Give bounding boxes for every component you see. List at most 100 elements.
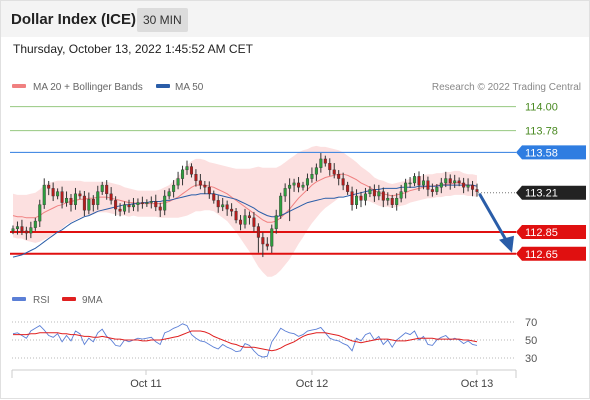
candle-body <box>301 184 305 188</box>
timeframe-badge[interactable]: 30 MIN <box>137 8 188 32</box>
candle-body <box>123 204 127 212</box>
candle-body <box>457 180 461 184</box>
candle-body <box>149 201 153 203</box>
candle-body <box>78 193 82 197</box>
candle-body <box>346 184 350 192</box>
price-badge-5 <box>516 246 586 261</box>
candle-body <box>314 167 318 175</box>
candle-body <box>109 193 113 201</box>
chart-timestamp: Thursday, October 13, 2022 1:45:52 AM CE… <box>13 42 253 56</box>
candle-body <box>176 178 180 186</box>
candle-body <box>256 226 260 238</box>
time-tick-label-2: Oct 13 <box>461 378 493 390</box>
candle-body <box>172 184 176 192</box>
price-badge-3 <box>516 185 586 200</box>
candle-body <box>247 215 251 219</box>
candle-body <box>430 189 434 192</box>
candle-body <box>20 226 24 232</box>
price-label-0: 114.00 <box>525 102 558 114</box>
projection-arrow <box>478 193 514 253</box>
candle-body <box>444 178 448 184</box>
candle-body <box>323 158 327 164</box>
candle-body <box>24 230 28 234</box>
candle-body <box>82 195 86 211</box>
price-label-2: 113.58 <box>525 147 558 159</box>
candle-body <box>363 193 367 201</box>
candle-body <box>426 180 430 190</box>
candle-body <box>131 204 135 208</box>
candle-body <box>471 184 475 190</box>
candle-body <box>239 219 243 225</box>
candle-body <box>158 206 162 211</box>
candle-body <box>270 228 274 247</box>
price-label-5: 112.65 <box>525 249 558 261</box>
candle-body <box>359 195 363 201</box>
candle-body <box>181 169 185 179</box>
candle-body <box>207 187 211 195</box>
candle-body <box>15 226 19 229</box>
rsi-ma9-line <box>13 330 478 352</box>
candle-body <box>408 182 412 185</box>
candle-body <box>69 197 73 205</box>
price-label-3: 113.21 <box>525 188 558 200</box>
candle-body <box>221 204 225 208</box>
ma50-legend-swatch <box>156 84 170 88</box>
projection-arrow-shaft <box>478 193 509 244</box>
ma20-legend-label: MA 20 + Bollinger Bands <box>33 82 143 93</box>
price-label-1: 113.78 <box>525 126 558 138</box>
candle-body <box>417 176 421 186</box>
candle-body <box>395 197 399 205</box>
rsi-tick-label-70: 70 <box>525 317 537 329</box>
candle-body <box>185 166 189 171</box>
candle-body <box>243 215 247 225</box>
candle-body <box>87 199 91 211</box>
candle-body <box>140 202 144 204</box>
candle-body <box>47 184 51 189</box>
candle-body <box>399 191 403 199</box>
candle-body <box>56 191 60 197</box>
candle-body <box>60 191 64 203</box>
candle-body <box>114 200 118 210</box>
rsi-legend-label: RSI <box>33 295 50 306</box>
candle-body <box>265 243 269 247</box>
candle-body <box>51 188 55 197</box>
candle-body <box>42 184 46 205</box>
candle-body <box>386 197 390 201</box>
research-credit: Research © 2022 Trading Central <box>432 82 581 93</box>
rsi-legend-swatch <box>12 297 26 301</box>
candle-body <box>355 195 359 205</box>
candle-body <box>421 180 425 186</box>
candle-body <box>435 187 439 192</box>
candle-body <box>350 191 354 205</box>
candle-body <box>341 178 345 186</box>
price-badge-2 <box>516 145 586 160</box>
candle-body <box>234 211 238 221</box>
candle-body <box>337 174 341 179</box>
candle-body <box>283 188 287 197</box>
candle-body <box>73 193 77 205</box>
candle-body <box>252 217 256 227</box>
time-tick-label-1: Oct 12 <box>296 378 328 390</box>
candle-body <box>372 189 376 197</box>
ma9-legend-label: 9MA <box>82 295 103 306</box>
candle-body <box>118 208 122 212</box>
ma9-legend-swatch <box>62 297 76 301</box>
candle-body <box>163 195 167 211</box>
time-axis-ticks: Oct 11 Oct 12 Oct 13 <box>130 370 493 390</box>
candle-body <box>377 191 381 197</box>
candle-body <box>448 178 452 184</box>
price-badge-4 <box>516 224 586 239</box>
candle-body <box>279 195 283 216</box>
chart-header: Dollar Index (ICE) 30 MIN <box>0 0 590 37</box>
ma50-legend-label: MA 50 <box>175 82 204 93</box>
candle-body <box>225 204 229 210</box>
candle-body <box>292 182 296 186</box>
candle-body <box>413 176 417 184</box>
rsi-line <box>12 323 478 358</box>
candle-body <box>136 202 140 205</box>
candle-body <box>230 208 234 212</box>
candle-body <box>91 199 95 205</box>
candle-body <box>297 182 301 188</box>
candle-body <box>453 180 457 184</box>
